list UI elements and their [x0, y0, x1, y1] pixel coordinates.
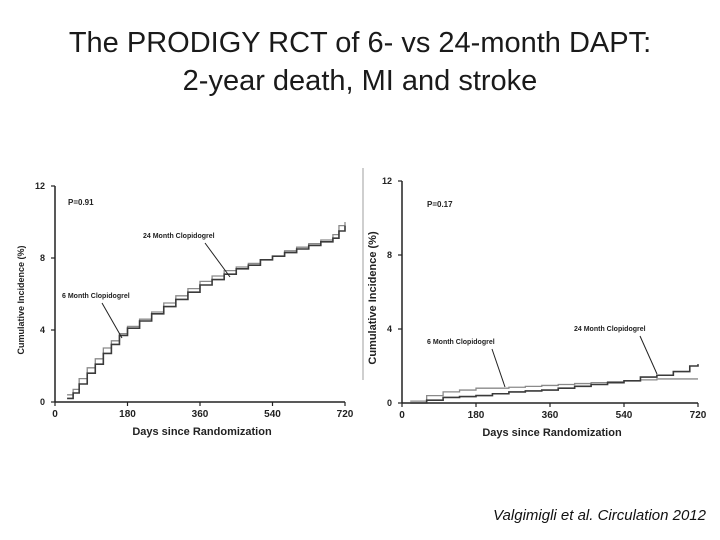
chart-panel-1: 0 4 8 12 0 180 360 540 720 Days since Randomizati…	[16, 181, 354, 438]
p-value-label: P=0.17	[427, 200, 453, 209]
panel-divider	[362, 168, 364, 380]
title-line-2: 2-year death, MI and stroke	[182, 65, 538, 97]
series-line-24-month-clopidogrel	[67, 225, 346, 400]
y-axis-label: Cumulative Incidence (%)	[16, 245, 26, 354]
y-axis-label: Cumulative Incidence (%)	[367, 231, 379, 365]
slide-title: The PRODIGY RCT of 6- vs 24-month DAPT: …	[0, 24, 720, 100]
x-tick-label: 180	[468, 410, 485, 421]
annotation-arrow	[639, 335, 658, 375]
p-value-label: P=0.91	[68, 198, 94, 207]
x-tick-label: 540	[616, 410, 633, 421]
y-tick-label: 4	[40, 325, 45, 335]
y-tick-label: 12	[382, 176, 392, 186]
chart-panel-2: 0 4 8 12 0 180 360 540 720 Days since Randomizati…	[367, 176, 707, 439]
annotation-label: 6 Month Clopidogrel	[62, 293, 130, 300]
annotation-arrow	[204, 242, 231, 278]
y-tick-label: 8	[387, 250, 392, 260]
x-tick-label: 360	[542, 410, 559, 421]
x-tick-label: 0	[399, 410, 405, 421]
y-tick-label: 8	[40, 253, 45, 263]
x-tick-label: 0	[52, 409, 58, 420]
x-tick-label: 720	[690, 410, 707, 421]
y-tick-label: 4	[387, 324, 392, 334]
annotation-arrow	[491, 348, 506, 388]
series-line-6-month-clopidogrel	[67, 222, 346, 396]
annotation-label: 24 Month Clopidogrel	[143, 233, 215, 240]
x-tick-label: 360	[192, 409, 209, 420]
series-line-24-month-clopidogrel	[410, 364, 699, 404]
x-tick-label: 540	[264, 409, 281, 420]
x-tick-label: 720	[337, 409, 354, 420]
y-tick-label: 12	[35, 181, 45, 191]
x-tick-label: 180	[119, 409, 136, 420]
annotation-arrow	[101, 302, 123, 339]
x-axis-label: Days since Randomization	[482, 427, 622, 439]
y-tick-label: 0	[40, 397, 45, 407]
annotation-label: 24 Month Clopidogrel	[574, 326, 646, 333]
citation: Valgimigli et al. Circulation 2012	[493, 507, 706, 524]
title-line-1: The PRODIGY RCT of 6- vs 24-month DAPT:	[68, 27, 652, 59]
y-tick-label: 0	[387, 398, 392, 408]
x-axis-label: Days since Randomization	[132, 426, 272, 438]
annotation-label: 6 Month Clopidogrel	[427, 339, 495, 346]
